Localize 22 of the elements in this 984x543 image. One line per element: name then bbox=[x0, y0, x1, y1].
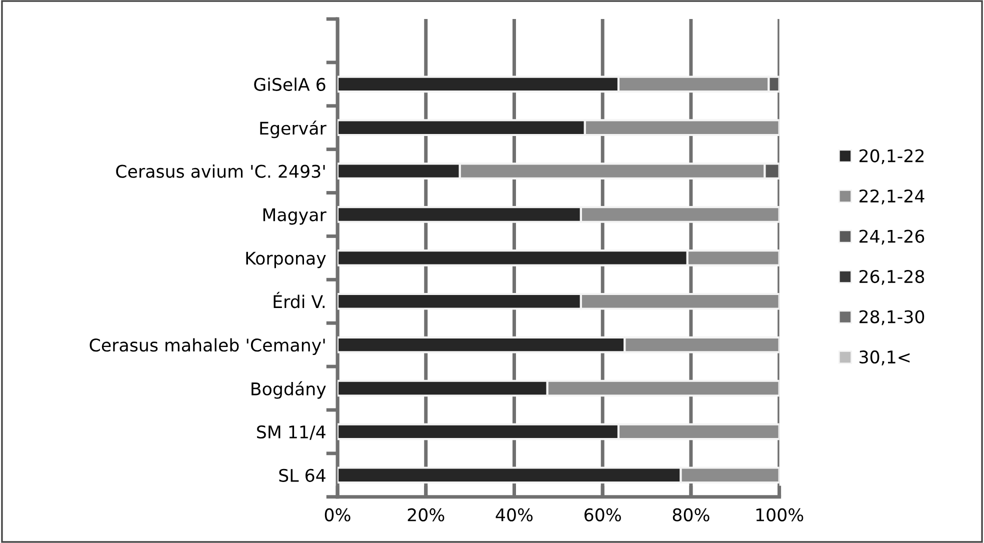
y-tick-label: Érdi V. bbox=[274, 292, 325, 308]
legend-label: 24,1-26 bbox=[860, 230, 924, 245]
x-tick-label: 20% bbox=[408, 508, 444, 522]
x-tick-label: 0% bbox=[324, 508, 350, 522]
y-tick-label: SM 11/4 bbox=[257, 425, 326, 440]
y-tick-label: Korponay bbox=[246, 252, 326, 268]
y-tick-label: Magyar bbox=[263, 208, 326, 225]
legend-label: 20,1-22 bbox=[860, 149, 924, 164]
y-tick-label: SL 64 bbox=[279, 468, 326, 482]
legend-label: 26,1-28 bbox=[860, 270, 924, 285]
x-tick-label: 100% bbox=[756, 508, 804, 522]
legend-label: 22,1-24 bbox=[860, 189, 924, 204]
legend-label: 28,1-30 bbox=[860, 310, 924, 326]
y-tick-label: Cerasus mahaleb 'Cemany' bbox=[90, 338, 325, 356]
y-tick-label: GiSelA 6 bbox=[254, 78, 326, 92]
x-tick-label: 40% bbox=[496, 508, 533, 522]
y-tick-label: Bogdány bbox=[252, 381, 326, 399]
legend-label: 30,1< bbox=[860, 350, 910, 366]
x-tick-label: 60% bbox=[584, 508, 621, 522]
y-tick-label: Cerasus avium 'C. 2493' bbox=[116, 164, 325, 178]
y-tick-label: Egervár bbox=[260, 120, 326, 138]
x-tick-label: 80% bbox=[672, 508, 710, 522]
